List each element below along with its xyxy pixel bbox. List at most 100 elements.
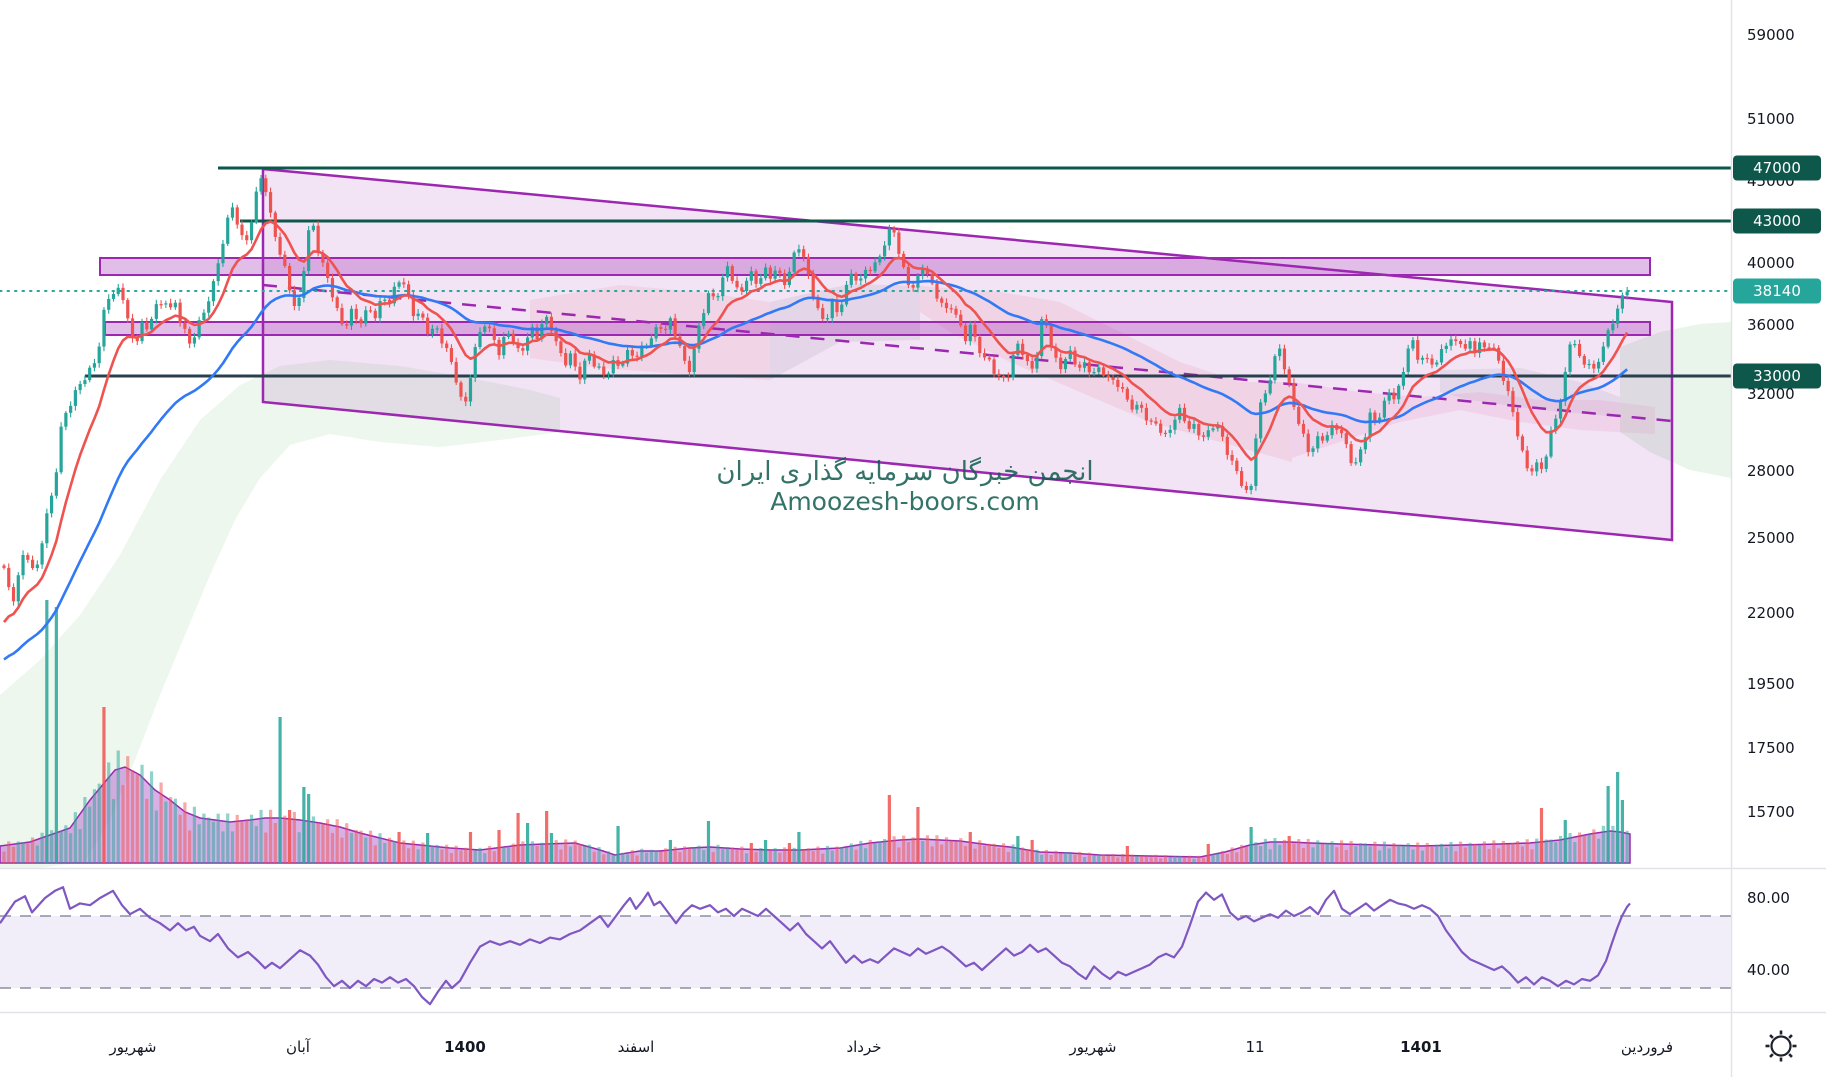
volume-bar (1244, 846, 1248, 863)
volume-bar (1297, 839, 1301, 863)
time-axis-label[interactable]: 1401 (1400, 1038, 1442, 1056)
supply-zone-rectangles[interactable] (99, 257, 1651, 336)
time-axis-label[interactable]: شهریور (1069, 1038, 1117, 1056)
price-level-badge-47000: 47000 (1733, 155, 1821, 181)
rsi-axis-label: 80.00 (1747, 889, 1790, 907)
volume-bar (392, 840, 396, 863)
volume-bar (1430, 846, 1434, 863)
volume-bar (473, 850, 477, 863)
candle-down (1458, 341, 1463, 345)
candle-down (1473, 341, 1477, 354)
volume-bar (326, 819, 330, 863)
candle-down (1059, 357, 1063, 370)
volume-bar (716, 844, 720, 863)
candle-down (1030, 361, 1034, 369)
volume-bar (40, 832, 44, 863)
candle-down (1116, 379, 1120, 388)
volume-bar (564, 839, 568, 863)
volume-bar (264, 832, 268, 863)
candle-down (1230, 454, 1234, 461)
volume-bar (135, 774, 139, 863)
candle-down (868, 269, 872, 272)
volume-bar (759, 847, 763, 863)
candle-down (321, 253, 325, 263)
volume-bar (11, 846, 16, 863)
volume-bar (435, 844, 439, 863)
volume-bar (821, 853, 825, 863)
volume-bar (1335, 847, 1339, 863)
volume-bar (1516, 841, 1520, 863)
time-axis-label[interactable]: فروردین (1621, 1038, 1673, 1056)
price-tick-label: 19500 (1747, 675, 1795, 693)
candle-down (492, 328, 496, 340)
time-axis-label[interactable]: 1400 (444, 1038, 486, 1056)
volume-bar (1354, 846, 1358, 863)
volume-bar (59, 830, 63, 863)
volume-bar (849, 843, 853, 863)
time-axis-label[interactable]: آبان (286, 1038, 311, 1056)
candle-down (935, 283, 939, 299)
volume-bar (830, 850, 834, 863)
candle-down (1511, 391, 1515, 413)
price-axis[interactable]: 5900051000450004000036000320002800025000… (1730, 0, 1826, 1077)
volume-bar (1544, 839, 1548, 863)
candle-down (126, 300, 130, 319)
candle-up (840, 304, 844, 313)
volume-bar (1325, 843, 1329, 863)
candle-down (1140, 404, 1144, 408)
candle-up (725, 266, 730, 278)
volume-bar (1040, 854, 1044, 863)
candle-down (487, 326, 492, 329)
supply-zone[interactable] (104, 321, 1651, 336)
candle-up (540, 324, 544, 339)
time-axis-label[interactable]: خرداد (846, 1038, 881, 1056)
volume-bar (1349, 840, 1353, 863)
candle-down (1125, 388, 1129, 400)
candle-down (559, 341, 563, 354)
candle-up (416, 313, 420, 317)
candle-down (121, 287, 125, 301)
volume-bar (1320, 843, 1325, 863)
candle-up (430, 328, 434, 335)
candle-up (83, 380, 87, 385)
candle-up (749, 271, 753, 281)
gear-icon[interactable] (1765, 1030, 1797, 1062)
candle-down (854, 273, 858, 281)
candle-up (873, 262, 877, 272)
volume-bar (2, 851, 6, 863)
volume-bar (925, 835, 930, 863)
candle-down (659, 327, 663, 329)
volume-bar (668, 840, 672, 863)
candle-up (773, 270, 777, 279)
volume-bar (559, 849, 563, 863)
settings-gear-button[interactable] (1765, 1030, 1797, 1062)
candle-down (316, 225, 320, 254)
time-axis-label[interactable]: اسفند (618, 1038, 655, 1056)
volume-bar (1225, 853, 1229, 863)
volume-bar (173, 798, 177, 863)
candle-down (963, 325, 968, 342)
volume-bar (216, 813, 220, 863)
volume-bar (1368, 846, 1372, 863)
candle-down (26, 554, 30, 560)
volume-bar (1539, 808, 1544, 863)
time-axis-label[interactable]: 11 (1245, 1038, 1264, 1056)
candle-up (1468, 341, 1472, 349)
candle-down (240, 224, 244, 236)
volume-bar (421, 842, 425, 863)
candle-down (440, 328, 444, 344)
time-axis[interactable]: شهریور آبان 1400 اسفند خرداد شهریور 11 1401 فرور… (0, 867, 1826, 1057)
time-axis-label[interactable]: شهریور (109, 1038, 157, 1056)
candle-down (973, 324, 977, 337)
volume-bar (540, 842, 544, 863)
volume-bar (854, 849, 858, 863)
candle-up (1011, 354, 1015, 378)
volume-bar (973, 848, 977, 863)
candle-down (835, 301, 839, 313)
candle-down (278, 236, 282, 255)
volume-bar (1439, 843, 1444, 863)
horizontal-level-lines[interactable] (85, 166, 1731, 378)
volume-bar (625, 854, 630, 863)
volume-bar (1135, 855, 1139, 863)
